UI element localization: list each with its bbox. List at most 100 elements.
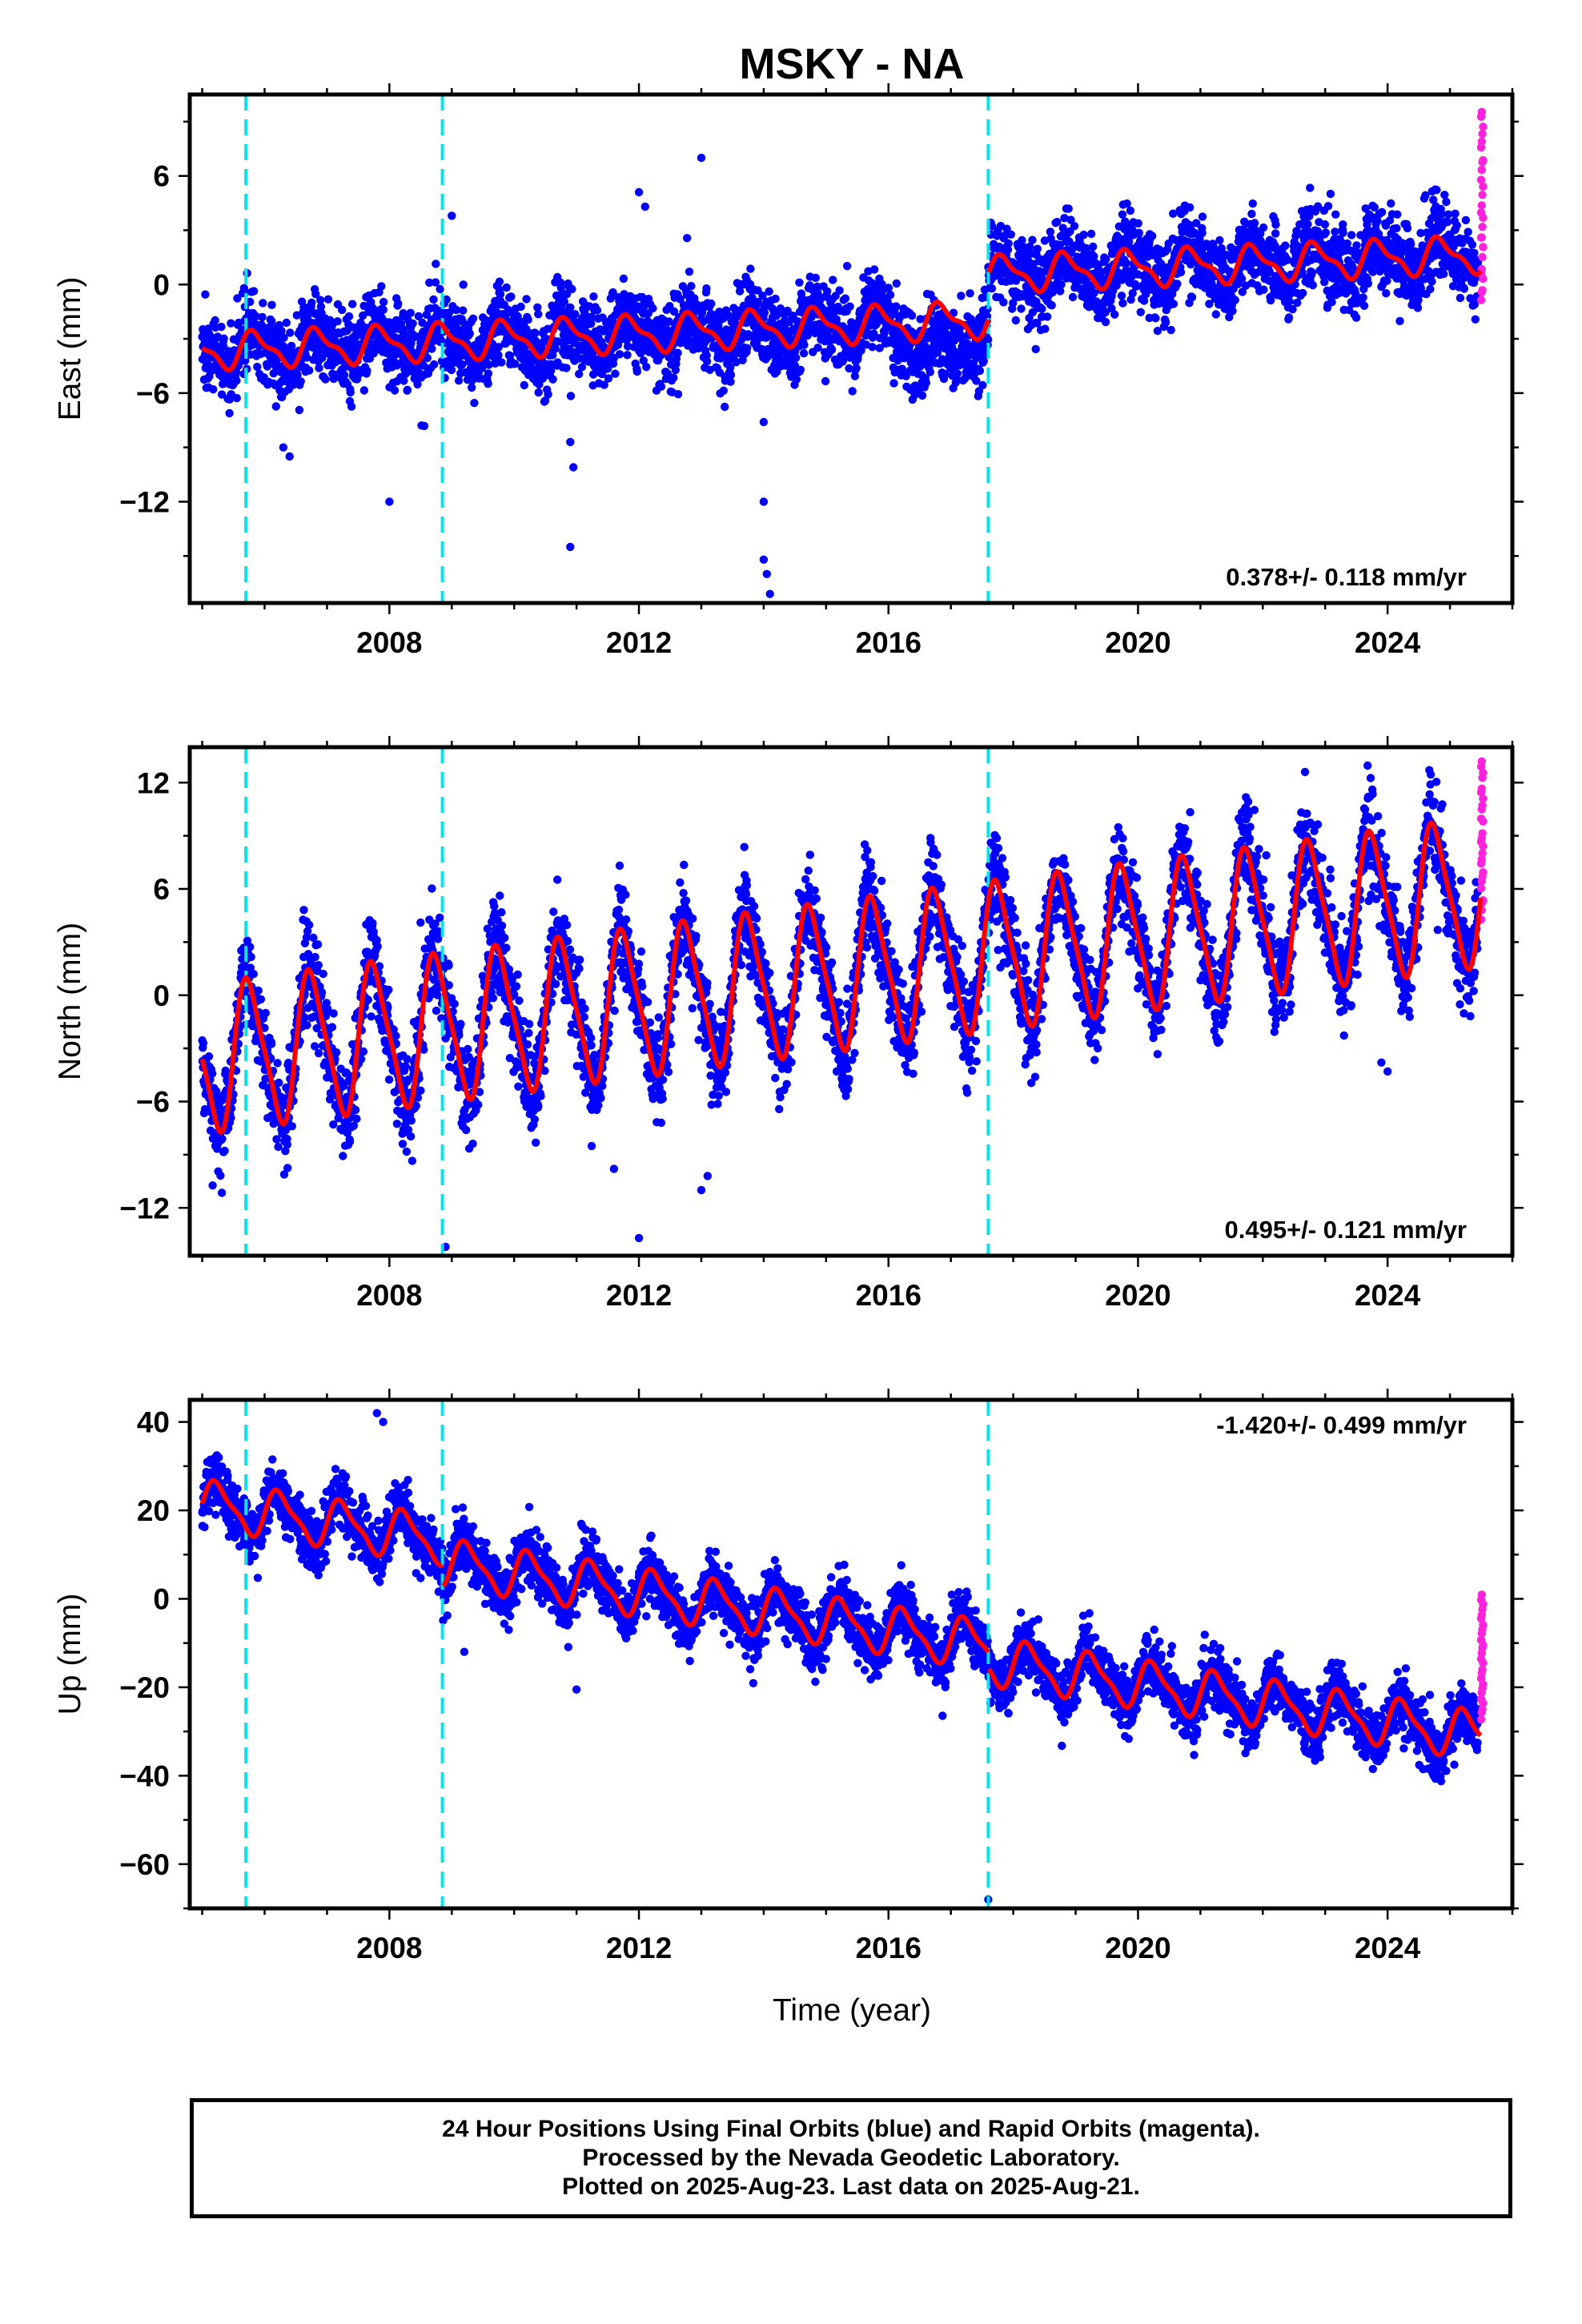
data-point (546, 366, 556, 376)
data-point (217, 390, 227, 399)
data-point (917, 391, 927, 400)
data-point (1202, 239, 1211, 248)
data-point (611, 369, 620, 378)
data-point (377, 282, 386, 291)
data-point (1281, 241, 1290, 250)
data-point (359, 386, 369, 395)
data-point (589, 292, 598, 301)
data-point (447, 365, 456, 375)
data-point (1451, 209, 1460, 218)
outlier-point (569, 463, 578, 472)
data-point (1215, 235, 1224, 245)
data-point (1247, 209, 1256, 219)
data-point (1395, 316, 1404, 326)
data-point (267, 1039, 276, 1048)
data-point (604, 374, 613, 383)
data-point (807, 312, 816, 322)
data-point (251, 312, 261, 321)
outlier-point (634, 187, 644, 197)
data-point (1038, 304, 1046, 313)
data-point (496, 290, 505, 299)
data-point (1151, 314, 1160, 323)
data-point (907, 312, 917, 320)
rapid-point (1478, 286, 1487, 295)
data-point (347, 402, 356, 411)
data-point (430, 360, 439, 369)
data-point (1082, 243, 1091, 253)
data-point (600, 380, 608, 389)
data-point (1305, 211, 1314, 221)
data-point (987, 284, 997, 293)
data-point (1299, 288, 1307, 298)
data-point (760, 308, 769, 317)
data-point (241, 287, 250, 297)
data-point (1198, 228, 1207, 238)
x-tick-label: 2016 (856, 626, 921, 659)
data-point (548, 351, 557, 360)
final-orbits-scatter (198, 761, 1483, 1252)
data-point (707, 300, 716, 308)
data-point (852, 364, 861, 372)
data-point (1265, 267, 1275, 276)
data-point (1373, 216, 1382, 226)
data-point (494, 351, 503, 360)
data-point (1033, 319, 1042, 328)
data-point (495, 277, 504, 286)
data-point (1416, 228, 1425, 238)
y-tick-label: 0 (153, 268, 170, 301)
data-point (577, 363, 587, 372)
data-point (1134, 219, 1142, 228)
data-point (1090, 251, 1098, 261)
data-point (1259, 285, 1268, 294)
data-point (1142, 290, 1150, 299)
data-point (1009, 299, 1018, 308)
data-point (773, 367, 781, 376)
data-point (551, 344, 560, 353)
data-point (1461, 215, 1471, 225)
data-point (560, 297, 569, 306)
x-tick-label: 2024 (1355, 1279, 1421, 1312)
data-point (1102, 255, 1110, 263)
data-point (841, 294, 850, 303)
data-point (845, 302, 854, 311)
data-point (442, 295, 451, 304)
data-point (634, 332, 644, 341)
data-point (1468, 240, 1477, 249)
data-point (1217, 243, 1227, 253)
data-point (429, 295, 438, 304)
data-point (454, 376, 464, 385)
rapid-point (1478, 130, 1487, 139)
data-point (885, 291, 895, 300)
data-point (1047, 301, 1056, 310)
data-point (1383, 276, 1391, 285)
data-point (344, 312, 354, 321)
data-point (246, 297, 255, 307)
data-point (676, 295, 685, 304)
data-point (957, 292, 966, 300)
data-point (267, 316, 276, 326)
data-point (1033, 244, 1042, 253)
data-point (796, 365, 805, 374)
data-point (783, 306, 792, 316)
data-point (592, 306, 602, 315)
data-point (587, 320, 596, 328)
plot-area-north (198, 747, 1488, 1256)
data-point (511, 360, 520, 368)
data-point (247, 952, 255, 962)
data-point (884, 283, 893, 292)
data-point (338, 305, 347, 315)
data-point (827, 303, 837, 312)
data-point (1251, 219, 1259, 227)
data-point (253, 362, 262, 372)
data-point (379, 297, 388, 307)
data-point (1452, 221, 1461, 230)
data-point (690, 294, 699, 303)
data-point (1343, 239, 1352, 248)
data-point (892, 279, 901, 288)
data-point (323, 295, 333, 304)
data-point (656, 382, 666, 391)
data-point (1166, 325, 1175, 335)
data-point (999, 298, 1008, 307)
data-point (1361, 204, 1370, 213)
data-point (1122, 259, 1131, 267)
